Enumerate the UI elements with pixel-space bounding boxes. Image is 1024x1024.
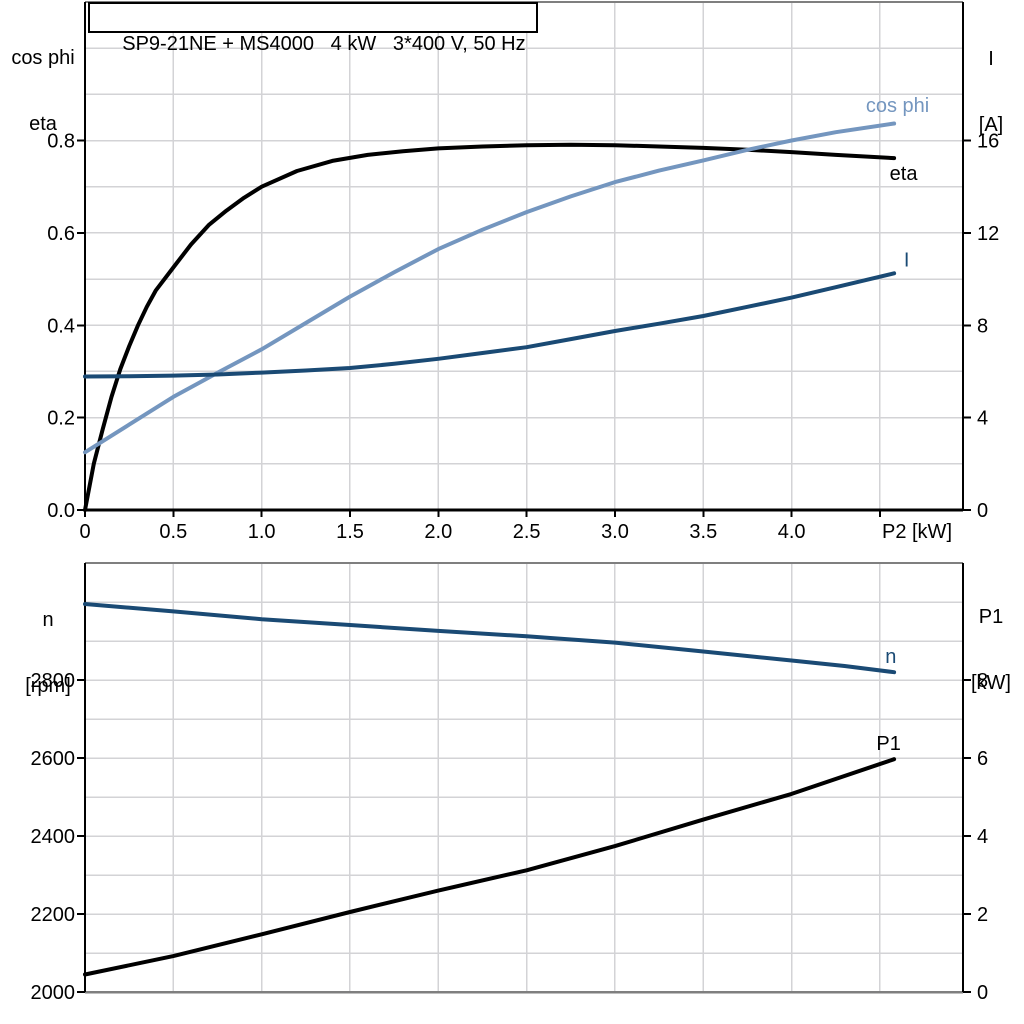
series-curve-P1 <box>83 757 897 977</box>
series-curve-I <box>83 271 897 379</box>
series-label-cos-phi: cos phi <box>866 95 929 117</box>
top-chart: 0.0 0.2 0.4 0.6 0.8 0 4 8 12 16 0 0.5 1.0 1.5 2.0 2.5 3.… <box>47 1 999 543</box>
tick-label: 0.4 <box>47 315 75 337</box>
chart-title: SP9-21NE + MS4000 4 kW 3*400 V, 50 Hz <box>122 33 526 55</box>
tick-label: 0.8 <box>47 131 75 153</box>
axis-header-line: [rpm] <box>25 675 71 697</box>
series-curve-cos-phi <box>83 121 897 455</box>
tick-label: 0.6 <box>47 223 75 245</box>
tick-label: 1.0 <box>248 521 276 543</box>
axis-header-line: eta <box>29 113 57 135</box>
tick-label: 0 <box>977 500 988 522</box>
tick-label: 0 <box>977 982 988 1004</box>
tick-label: 16 <box>977 131 999 153</box>
grid <box>85 563 963 992</box>
tick-label: 0.5 <box>159 521 187 543</box>
x-axis-unit-label: P2 [kW] <box>882 521 952 543</box>
chart-title-box: SP9-21NE + MS4000 4 kW 3*400 V, 50 Hz <box>88 2 538 55</box>
tick-label: 3.5 <box>689 521 717 543</box>
axis-ticks: 2000 2200 2400 2600 2800 0 2 4 6 8 <box>31 670 989 1004</box>
axis-header-line: I <box>988 48 994 70</box>
tick-label: 1.5 <box>336 521 364 543</box>
tick-label: 4 <box>977 826 988 848</box>
axis-header-line: [kW] <box>971 672 1011 694</box>
tick-label: 2.0 <box>424 521 452 543</box>
tick-label: 0 <box>79 521 90 543</box>
axis-ticks: 0.0 0.2 0.4 0.6 0.8 0 4 8 12 16 0 0.5 1.0 1.5 2.0 2.5 3.… <box>47 131 999 543</box>
tick-label: 2400 <box>31 826 76 848</box>
bottom-left-axis-header: n [rpm] <box>2 565 94 741</box>
tick-label: 4.0 <box>778 521 806 543</box>
series-label-P1: P1 <box>876 733 900 755</box>
series-curve-eta <box>83 142 897 512</box>
top-right-axis-header: I [A] <box>962 4 1020 180</box>
tick-label: 3.0 <box>601 521 629 543</box>
tick-label: 12 <box>977 223 999 245</box>
tick-label: 2800 <box>31 670 76 692</box>
series-label-eta: eta <box>890 163 919 185</box>
tick-label: 2.5 <box>513 521 541 543</box>
top-left-axis-header: cos phi eta <box>0 3 86 179</box>
series-label-I: I <box>904 249 910 271</box>
bottom-chart: 2000 2200 2400 2600 2800 0 2 4 6 8 n P1 <box>31 562 989 1004</box>
axis-header-line: n <box>42 609 54 631</box>
axis-header-line: cos phi <box>11 47 75 69</box>
axis-header-line: [A] <box>978 114 1004 136</box>
tick-label: 6 <box>977 748 988 770</box>
tick-label: 8 <box>977 315 988 337</box>
tick-label: 0.2 <box>47 408 75 430</box>
plot-border <box>84 562 964 994</box>
plot-border <box>84 1 964 512</box>
tick-label: 8 <box>977 670 988 692</box>
tick-label: 2200 <box>31 904 76 926</box>
tick-label: 4 <box>977 408 988 430</box>
tick-label: 0.0 <box>47 500 75 522</box>
tick-label: 2600 <box>31 748 76 770</box>
series-curve-n <box>83 602 897 675</box>
series-label-n: n <box>885 646 896 668</box>
tick-label: 2 <box>977 904 988 926</box>
bottom-right-axis-header: P1 [kW] <box>960 562 1022 738</box>
tick-label: 2000 <box>31 982 76 1004</box>
grid <box>85 2 963 510</box>
axis-header-line: P1 <box>978 606 1004 628</box>
